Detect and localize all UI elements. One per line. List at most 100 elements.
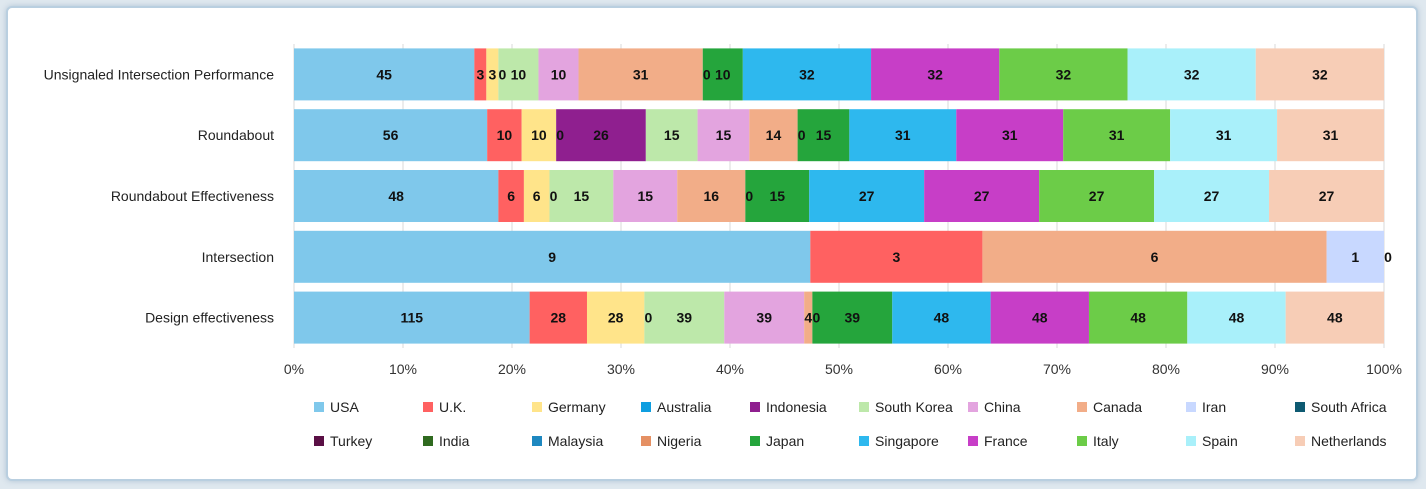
- legend-item[interactable]: Turkey: [314, 433, 372, 449]
- legend-item[interactable]: Netherlands: [1295, 433, 1387, 449]
- bar-segment[interactable]: [549, 170, 614, 222]
- category-label: Unsignaled Intersection Performance: [44, 66, 275, 82]
- bar-segment[interactable]: [294, 291, 530, 344]
- data-label: 15: [574, 188, 590, 204]
- bar-segment[interactable]: [586, 291, 645, 344]
- bar-segment[interactable]: [556, 109, 646, 162]
- legend-item[interactable]: China: [968, 399, 1021, 415]
- bar-segment[interactable]: [809, 170, 925, 222]
- bar-segment[interactable]: [1154, 170, 1270, 222]
- legend-item[interactable]: Spain: [1186, 433, 1238, 449]
- legend-item[interactable]: Japan: [750, 433, 804, 449]
- legend-item[interactable]: Nigeria: [641, 433, 702, 449]
- bar-segment[interactable]: [538, 48, 579, 101]
- bar-segment[interactable]: [804, 291, 813, 344]
- bar-segment[interactable]: [294, 48, 475, 101]
- legend-item[interactable]: India: [423, 433, 470, 449]
- legend-item[interactable]: Indonesia: [750, 399, 827, 415]
- data-label: 39: [845, 310, 861, 326]
- bar-segment[interactable]: [702, 48, 743, 101]
- legend-item[interactable]: Iran: [1186, 399, 1226, 415]
- legend-label: Japan: [766, 433, 804, 449]
- bar-segment[interactable]: [498, 170, 524, 222]
- bar-segment[interactable]: [956, 109, 1064, 162]
- bar-segment[interactable]: [1170, 109, 1278, 162]
- data-label: 27: [1319, 188, 1335, 204]
- bar-segment[interactable]: [613, 170, 678, 222]
- legend-item[interactable]: U.K.: [423, 399, 466, 415]
- data-label: 48: [934, 310, 950, 326]
- data-label-zero: 0: [556, 127, 564, 143]
- bar-segment[interactable]: [1063, 109, 1171, 162]
- legend-item[interactable]: Singapore: [859, 433, 939, 449]
- bar-segment[interactable]: [498, 48, 539, 101]
- data-label: 26: [593, 127, 609, 143]
- bar-segment[interactable]: [871, 48, 1000, 101]
- bar-segment[interactable]: [697, 109, 750, 162]
- bar-segment[interactable]: [474, 48, 487, 101]
- legend-label: U.K.: [439, 399, 466, 415]
- legend-label: Indonesia: [766, 399, 827, 415]
- legend-item[interactable]: Australia: [641, 399, 712, 415]
- bar-segment[interactable]: [294, 109, 488, 162]
- bar-segment[interactable]: [990, 291, 1089, 344]
- bar-segment[interactable]: [578, 48, 703, 101]
- bar-segment[interactable]: [1277, 109, 1384, 162]
- bar-segment[interactable]: [849, 109, 957, 162]
- legend-label: Australia: [657, 399, 712, 415]
- x-tick-label: 20%: [498, 361, 526, 377]
- data-label: 48: [388, 188, 404, 204]
- bar-segment[interactable]: [1269, 170, 1384, 222]
- bar-segment[interactable]: [982, 230, 1327, 283]
- bar-segment[interactable]: [1187, 291, 1286, 344]
- bar-segment[interactable]: [810, 230, 983, 283]
- bar-segment[interactable]: [797, 109, 850, 162]
- bar-segment[interactable]: [523, 170, 550, 222]
- bar-segment[interactable]: [521, 109, 557, 162]
- x-tick-label: 90%: [1261, 361, 1289, 377]
- bar-segment[interactable]: [529, 291, 587, 344]
- category-label: Design effectiveness: [145, 310, 274, 326]
- bar-segment[interactable]: [487, 109, 522, 162]
- data-label: 10: [511, 66, 527, 82]
- data-label: 28: [608, 310, 624, 326]
- legend-label: Turkey: [330, 433, 372, 449]
- bar-segment[interactable]: [999, 48, 1128, 101]
- legend-item[interactable]: Malaysia: [532, 433, 603, 449]
- bar-segment[interactable]: [294, 170, 499, 222]
- bar-segment[interactable]: [1127, 48, 1256, 101]
- bar-segment[interactable]: [1255, 48, 1384, 101]
- bar-segment[interactable]: [645, 109, 698, 162]
- bar-segment[interactable]: [924, 170, 1040, 222]
- bar-segment[interactable]: [1285, 291, 1384, 344]
- bar-segment[interactable]: [1039, 170, 1155, 222]
- legend-item[interactable]: USA: [314, 399, 359, 415]
- bar-segment[interactable]: [812, 291, 893, 344]
- bar-segment[interactable]: [644, 291, 725, 344]
- legend-label: Canada: [1093, 399, 1142, 415]
- legend-item[interactable]: Italy: [1077, 433, 1119, 449]
- data-label: 31: [1109, 127, 1125, 143]
- bar-segment[interactable]: [742, 48, 872, 101]
- bar-segment[interactable]: [749, 109, 798, 162]
- data-label: 32: [799, 66, 815, 82]
- legend-label: USA: [330, 399, 359, 415]
- bar-segment[interactable]: [724, 291, 805, 344]
- legend-item[interactable]: South Africa: [1295, 399, 1387, 415]
- legend-item[interactable]: Canada: [1077, 399, 1142, 415]
- bar-segment[interactable]: [745, 170, 810, 222]
- bar-segment[interactable]: [892, 291, 991, 344]
- bar-segment[interactable]: [1088, 291, 1188, 344]
- legend-item[interactable]: France: [968, 433, 1028, 449]
- legend-item[interactable]: Germany: [532, 399, 606, 415]
- data-label: 56: [383, 127, 399, 143]
- legend-item[interactable]: South Korea: [859, 399, 953, 415]
- bar-segment[interactable]: [486, 48, 499, 101]
- bar-segment[interactable]: [677, 170, 746, 222]
- legend-swatch: [641, 402, 651, 412]
- bar-segment[interactable]: [1326, 230, 1384, 283]
- data-label: 4: [804, 310, 812, 326]
- x-tick-label: 100%: [1366, 361, 1402, 377]
- bar-segment[interactable]: [294, 230, 811, 283]
- legend[interactable]: USA U.K. Germany Australia Indonesia South Ko…: [314, 399, 1387, 449]
